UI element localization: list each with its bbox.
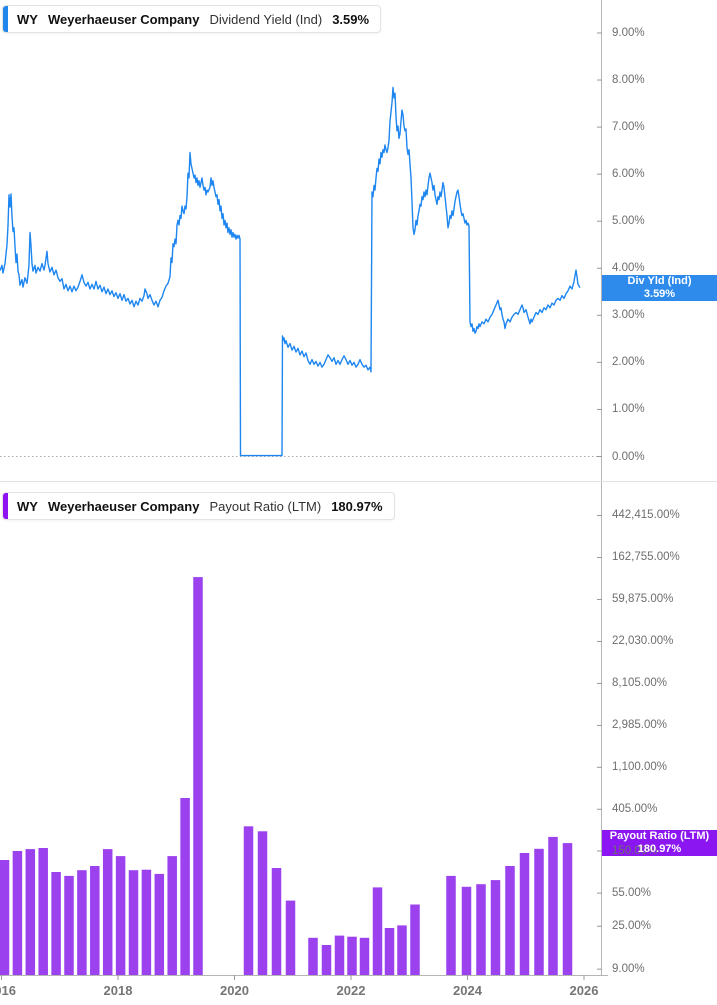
payout-ratio-bar[interactable] [461,886,472,975]
payout-ratio-bar[interactable] [321,945,332,975]
payout-ratio-y-axis-label: 405.00% [612,803,658,816]
payout-ratio-bar[interactable] [476,884,486,975]
payout-ratio-axis-badge-text: Payout Ratio (LTM) 180.97% [609,830,710,856]
payout-ratio-y-axis-label: 2,985.00% [612,719,667,732]
dividend-yield-y-axis-label: 8.00% [612,74,645,87]
payout-ratio-bar[interactable] [534,848,544,975]
x-axis-year-label: 2026 [569,983,599,998]
dividend-yield-y-axis-label: 5.00% [612,215,645,228]
payout-ratio-bar[interactable] [548,836,558,975]
ticker-symbol: WY [17,498,38,514]
payout-ratio-axis-badge [602,830,717,857]
metric-value: 3.59% [332,11,370,27]
x-axis-year-label: 2020 [220,983,249,998]
payout-ratio-bar[interactable] [141,869,152,975]
payout-ratio-bar[interactable] [0,860,10,975]
company-name: Weyerhaeuser Company [47,11,200,27]
payout-ratio-bar[interactable] [38,848,48,975]
payout-ratio-bar[interactable] [384,928,395,975]
payout-ratio-bar[interactable] [347,936,357,975]
payout-ratio-bar[interactable] [308,937,318,975]
payout-ratio-bar[interactable] [271,868,282,975]
payout-ratio-y-axis-label: 59,875.00% [612,593,674,606]
payout-ratio-bar[interactable] [257,831,268,975]
payout-ratio-legend-chip[interactable]: WY Weyerhaeuser Company Payout Ratio (LT… [2,492,395,520]
dividend-yield-y-axis-label: 6.00% [612,168,645,181]
payout-ratio-bar[interactable] [180,798,190,975]
payout-ratio-bar[interactable] [64,875,74,975]
payout-ratio-bar[interactable] [490,880,501,975]
payout-ratio-bar[interactable] [12,851,23,975]
payout-ratio-y-axis-label: 150.00% [612,845,658,857]
payout-ratio-y-axis-label: 22,030.00% [612,635,674,648]
payout-ratio-bar[interactable] [90,866,100,975]
payout-ratio-bar[interactable] [410,904,420,976]
dividend-yield-y-axis-label: 7.00% [612,121,645,134]
dividend-yield-y-axis-label: 1.00% [612,403,645,416]
payout-ratio-bar[interactable] [243,826,254,975]
payout-ratio-bar[interactable] [359,937,370,975]
metric-name: Dividend Yield (Ind) [209,11,323,27]
payout-ratio-bar[interactable] [397,925,407,975]
dividend-yield-y-axis-label: 2.00% [612,356,645,369]
payout-ratio-bar[interactable] [167,856,177,975]
payout-ratio-y-axis-label: 25.00% [612,920,652,933]
payout-ratio-bar[interactable] [446,875,456,975]
dividend-yield-y-axis-label: 4.00% [612,262,645,275]
payout-ratio-bar[interactable] [562,843,573,975]
payout-ratio-bar[interactable] [505,866,515,975]
dividend-yield-line[interactable] [0,86,581,457]
payout-ratio-bar[interactable] [154,873,165,975]
payout-ratio-bar[interactable] [193,577,203,975]
company-name: Weyerhaeuser Company [47,498,200,514]
dividend-yield-y-axis-label: 0.00% [612,450,645,463]
dividend-yield-y-axis-label: 9.00% [612,26,645,39]
x-axis-year-label: 2022 [336,983,366,998]
payout-ratio-bar[interactable] [102,849,113,975]
metric-name: Payout Ratio (LTM) [209,498,322,514]
payout-ratio-y-axis-label: 442,415.00% [612,509,680,522]
dividend-yield-axis-badge-text: Div Yld (Ind) 3.59% [627,274,692,300]
blue-accent-bar [3,6,8,32]
payout-ratio-bar[interactable] [115,856,126,975]
metric-value: 180.97% [331,498,383,514]
payout-ratio-bar[interactable] [519,853,530,975]
payout-ratio-y-axis-label: 162,755.00% [612,551,680,564]
x-axis-year-label: 2024 [453,983,482,998]
payout-ratio-y-axis-label: 9.00% [612,963,645,976]
payout-ratio-bar[interactable] [77,870,87,975]
ticker-symbol: WY [17,11,38,27]
payout-ratio-bar[interactable] [128,870,139,975]
dividend-yield-axis-badge [602,274,717,301]
payout-ratio-y-axis-label: 8,105.00% [612,677,667,690]
payout-ratio-y-axis-label: 1,100.00% [612,761,667,774]
payout-ratio-bar[interactable] [372,887,383,975]
purple-accent-bar [3,493,8,519]
x-axis-year-label: 2018 [103,983,133,998]
dividend-yield-legend-chip[interactable]: WY Weyerhaeuser Company Dividend Yield (… [2,5,382,33]
payout-ratio-bar[interactable] [334,935,345,975]
dividend-yield-y-axis-label: 3.00% [612,309,645,322]
payout-ratio-y-axis-label: 55.00% [612,887,652,900]
payout-ratio-bar[interactable] [285,900,296,975]
x-axis-year-label: 2016 [0,983,16,998]
payout-ratio-bar[interactable] [25,849,36,975]
payout-ratio-bar[interactable] [51,872,61,975]
